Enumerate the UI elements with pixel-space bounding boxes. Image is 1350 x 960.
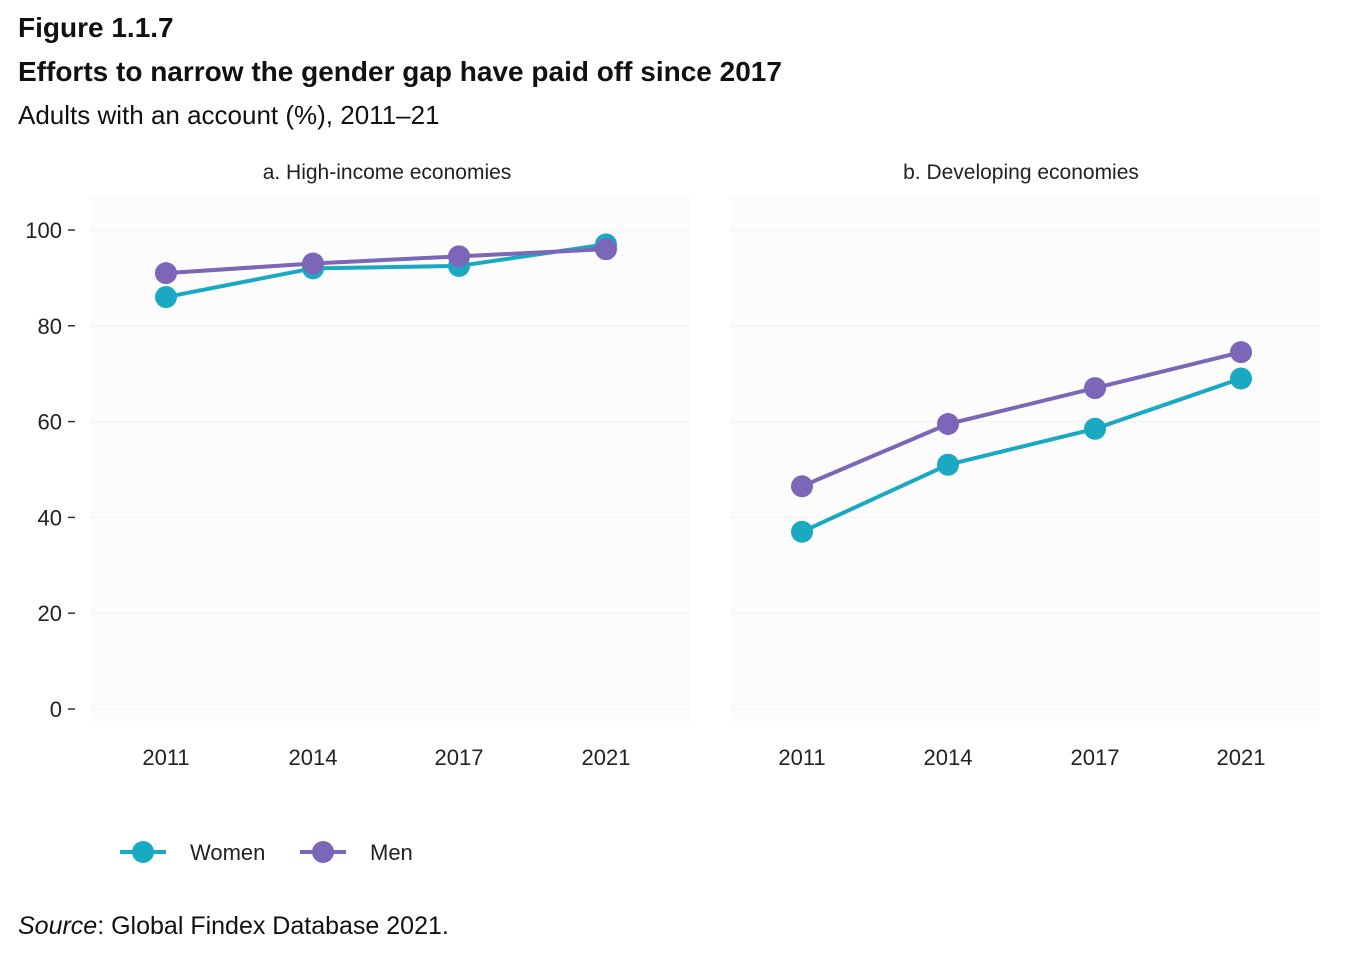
x-tick-label: 2021: [582, 745, 631, 770]
x-tick-label: 2014: [924, 745, 973, 770]
panel-title: b. Developing economies: [903, 161, 1139, 184]
y-tick-label: 80: [38, 314, 62, 339]
data-point-men: [155, 262, 177, 285]
x-tick-label: 2017: [1071, 745, 1120, 770]
source-note: Source: Global Findex Database 2021.: [18, 912, 449, 941]
y-tick-label: 0: [50, 697, 62, 722]
panel-title: a. High-income economies: [263, 161, 512, 184]
legend-marker-women: [132, 841, 154, 863]
chart-title: Efforts to narrow the gender gap have pa…: [18, 56, 782, 87]
y-tick-label: 60: [38, 410, 62, 435]
source-prefix: Source: [18, 912, 98, 940]
source-text: : Global Findex Database 2021.: [97, 912, 449, 940]
chart-subtitle: Adults with an account (%), 2011–21: [18, 100, 440, 130]
data-point-men: [1084, 377, 1106, 400]
data-point-men: [595, 238, 617, 261]
series-line-women: [164, 242, 608, 300]
data-point-men: [302, 252, 324, 275]
series-line-men: [800, 350, 1243, 489]
data-point-men: [448, 245, 470, 268]
legend-marker-men: [312, 841, 334, 863]
legend-label-women: Women: [190, 840, 265, 865]
data-point-men: [937, 412, 959, 435]
x-tick-label: 2011: [142, 745, 189, 770]
data-point-women: [937, 453, 959, 476]
data-point-women: [791, 520, 813, 543]
data-point-women: [1230, 367, 1252, 390]
data-point-women: [1084, 417, 1106, 440]
x-tick-label: 2014: [289, 745, 338, 770]
x-tick-label: 2017: [435, 745, 484, 770]
data-point-women: [155, 286, 177, 309]
figure-label: Figure 1.1.7: [18, 12, 174, 43]
x-tick-label: 2021: [1217, 745, 1266, 770]
line-chart: 0 20 40 60 80 100 a. High-income economies 2011…: [25, 161, 1320, 865]
x-tick-label: 2011: [778, 745, 825, 770]
y-tick-label: 40: [38, 505, 62, 530]
data-point-men: [791, 475, 813, 498]
series-line-men: [164, 247, 608, 276]
legend-label-men: Men: [370, 840, 413, 865]
y-tick-label: 20: [38, 601, 62, 626]
panel-background: [90, 196, 690, 726]
series-line-women: [800, 376, 1243, 534]
panel-background: [730, 196, 1320, 726]
y-tick-label: 100: [25, 218, 62, 243]
data-point-men: [1230, 341, 1252, 364]
